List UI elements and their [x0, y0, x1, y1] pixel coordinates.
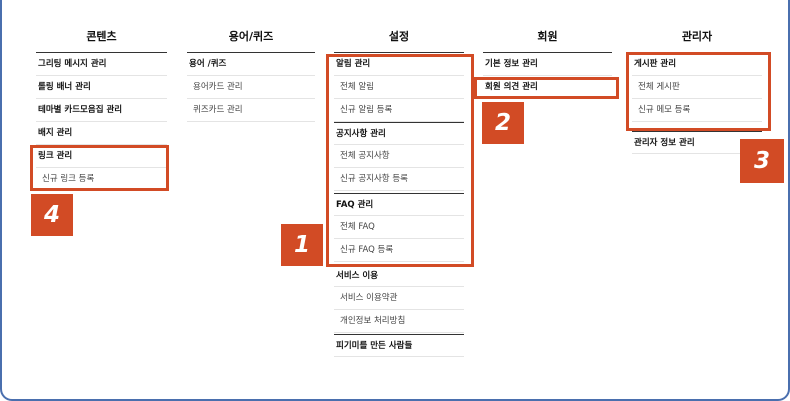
menu-item-badge[interactable]: 배지 관리 [36, 122, 167, 145]
menu-item-all-faq[interactable]: 전체 FAQ [334, 216, 464, 239]
menu-item-all-notifications[interactable]: 전체 알림 [334, 76, 464, 99]
menu-item-new-notice[interactable]: 신규 공지사항 등록 [334, 168, 464, 191]
menu-item-member-feedback[interactable]: 회원 의견 관리 [483, 76, 612, 99]
menu-item-privacy-policy[interactable]: 개인정보 처리방침 [334, 310, 464, 333]
menu-item-service-use[interactable]: 서비스 이용 [334, 264, 464, 287]
column-title: 회원 [537, 30, 558, 43]
menu-item-new-memo[interactable]: 신규 메모 등록 [632, 99, 762, 122]
menu-item-all-boards[interactable]: 전체 게시판 [632, 76, 762, 99]
badge-1: 1 [281, 224, 323, 266]
column-title: 용어/퀴즈 [228, 30, 274, 43]
menu-item-board-manage[interactable]: 게시판 관리 [632, 53, 762, 76]
menu-item-theme-card-collection[interactable]: 테마별 카드모음집 관리 [36, 99, 167, 122]
menu-item-new-notification[interactable]: 신규 알림 등록 [334, 99, 464, 122]
column-title: 콘텐츠 [86, 30, 117, 43]
menu-item-terms-quiz[interactable]: 용어 /퀴즈 [187, 53, 315, 76]
menu-item-notice-manage[interactable]: 공지사항 관리 [334, 122, 464, 145]
menu-item-notification-manage[interactable]: 알림 관리 [334, 53, 464, 76]
menu-item-rolling-banner[interactable]: 롤링 배너 관리 [36, 76, 167, 99]
menu-item-terms-of-service[interactable]: 서비스 이용약관 [334, 287, 464, 310]
badge-4: 4 [31, 194, 73, 236]
menu-item-link-manage[interactable]: 링크 관리 [36, 145, 167, 168]
menu-item-basic-info[interactable]: 기본 정보 관리 [483, 53, 612, 76]
column-divider [36, 52, 167, 53]
column-divider [483, 52, 612, 53]
menu-item-quiz-card[interactable]: 퀴즈카드 관리 [187, 99, 315, 122]
badge-2: 2 [482, 102, 524, 144]
column-title: 관리자 [681, 30, 713, 43]
menu-item-admin-info[interactable]: 관리자 정보 관리 [632, 131, 762, 154]
menu-item-new-link[interactable]: 신규 링크 등록 [36, 168, 167, 191]
menu-item-credits[interactable]: 피기미를 만든 사람들 [334, 334, 464, 357]
menu-item-all-notices[interactable]: 전체 공지사항 [334, 145, 464, 168]
column-divider [187, 52, 315, 53]
menu-item-term-card[interactable]: 용어카드 관리 [187, 76, 315, 99]
badge-3: 3 [740, 139, 784, 183]
column-divider [334, 52, 464, 53]
menu-item-greeting-message[interactable]: 그리팅 메시지 관리 [36, 53, 167, 76]
menu-item-new-faq[interactable]: 신규 FAQ 등록 [334, 239, 464, 262]
column-title: 설정 [388, 30, 410, 43]
menu-item-faq-manage[interactable]: FAQ 관리 [334, 193, 464, 216]
